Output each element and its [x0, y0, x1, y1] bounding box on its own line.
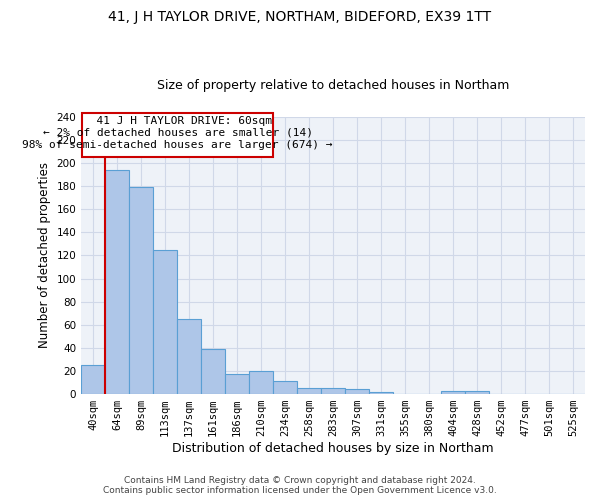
- Bar: [321, 388, 345, 394]
- Bar: [153, 250, 177, 394]
- Text: 41, J H TAYLOR DRIVE, NORTHAM, BIDEFORD, EX39 1TT: 41, J H TAYLOR DRIVE, NORTHAM, BIDEFORD,…: [109, 10, 491, 24]
- Text: 98% of semi-detached houses are larger (674) →: 98% of semi-detached houses are larger (…: [22, 140, 333, 149]
- Bar: [369, 392, 393, 394]
- Bar: [297, 388, 321, 394]
- Bar: [465, 390, 489, 394]
- Y-axis label: Number of detached properties: Number of detached properties: [38, 162, 51, 348]
- Bar: [345, 390, 369, 394]
- Bar: [441, 390, 465, 394]
- Bar: [273, 382, 297, 394]
- Bar: [201, 349, 225, 394]
- Bar: [105, 170, 129, 394]
- Bar: [225, 374, 249, 394]
- Text: Contains HM Land Registry data © Crown copyright and database right 2024.
Contai: Contains HM Land Registry data © Crown c…: [103, 476, 497, 495]
- X-axis label: Distribution of detached houses by size in Northam: Distribution of detached houses by size …: [172, 442, 494, 455]
- Bar: [82, 114, 273, 157]
- Bar: [249, 371, 273, 394]
- Bar: [129, 188, 153, 394]
- Text: ← 2% of detached houses are smaller (14): ← 2% of detached houses are smaller (14): [43, 128, 313, 138]
- Bar: [177, 319, 201, 394]
- Bar: [81, 365, 105, 394]
- Title: Size of property relative to detached houses in Northam: Size of property relative to detached ho…: [157, 79, 509, 92]
- Text: 41 J H TAYLOR DRIVE: 60sqm: 41 J H TAYLOR DRIVE: 60sqm: [83, 116, 272, 126]
